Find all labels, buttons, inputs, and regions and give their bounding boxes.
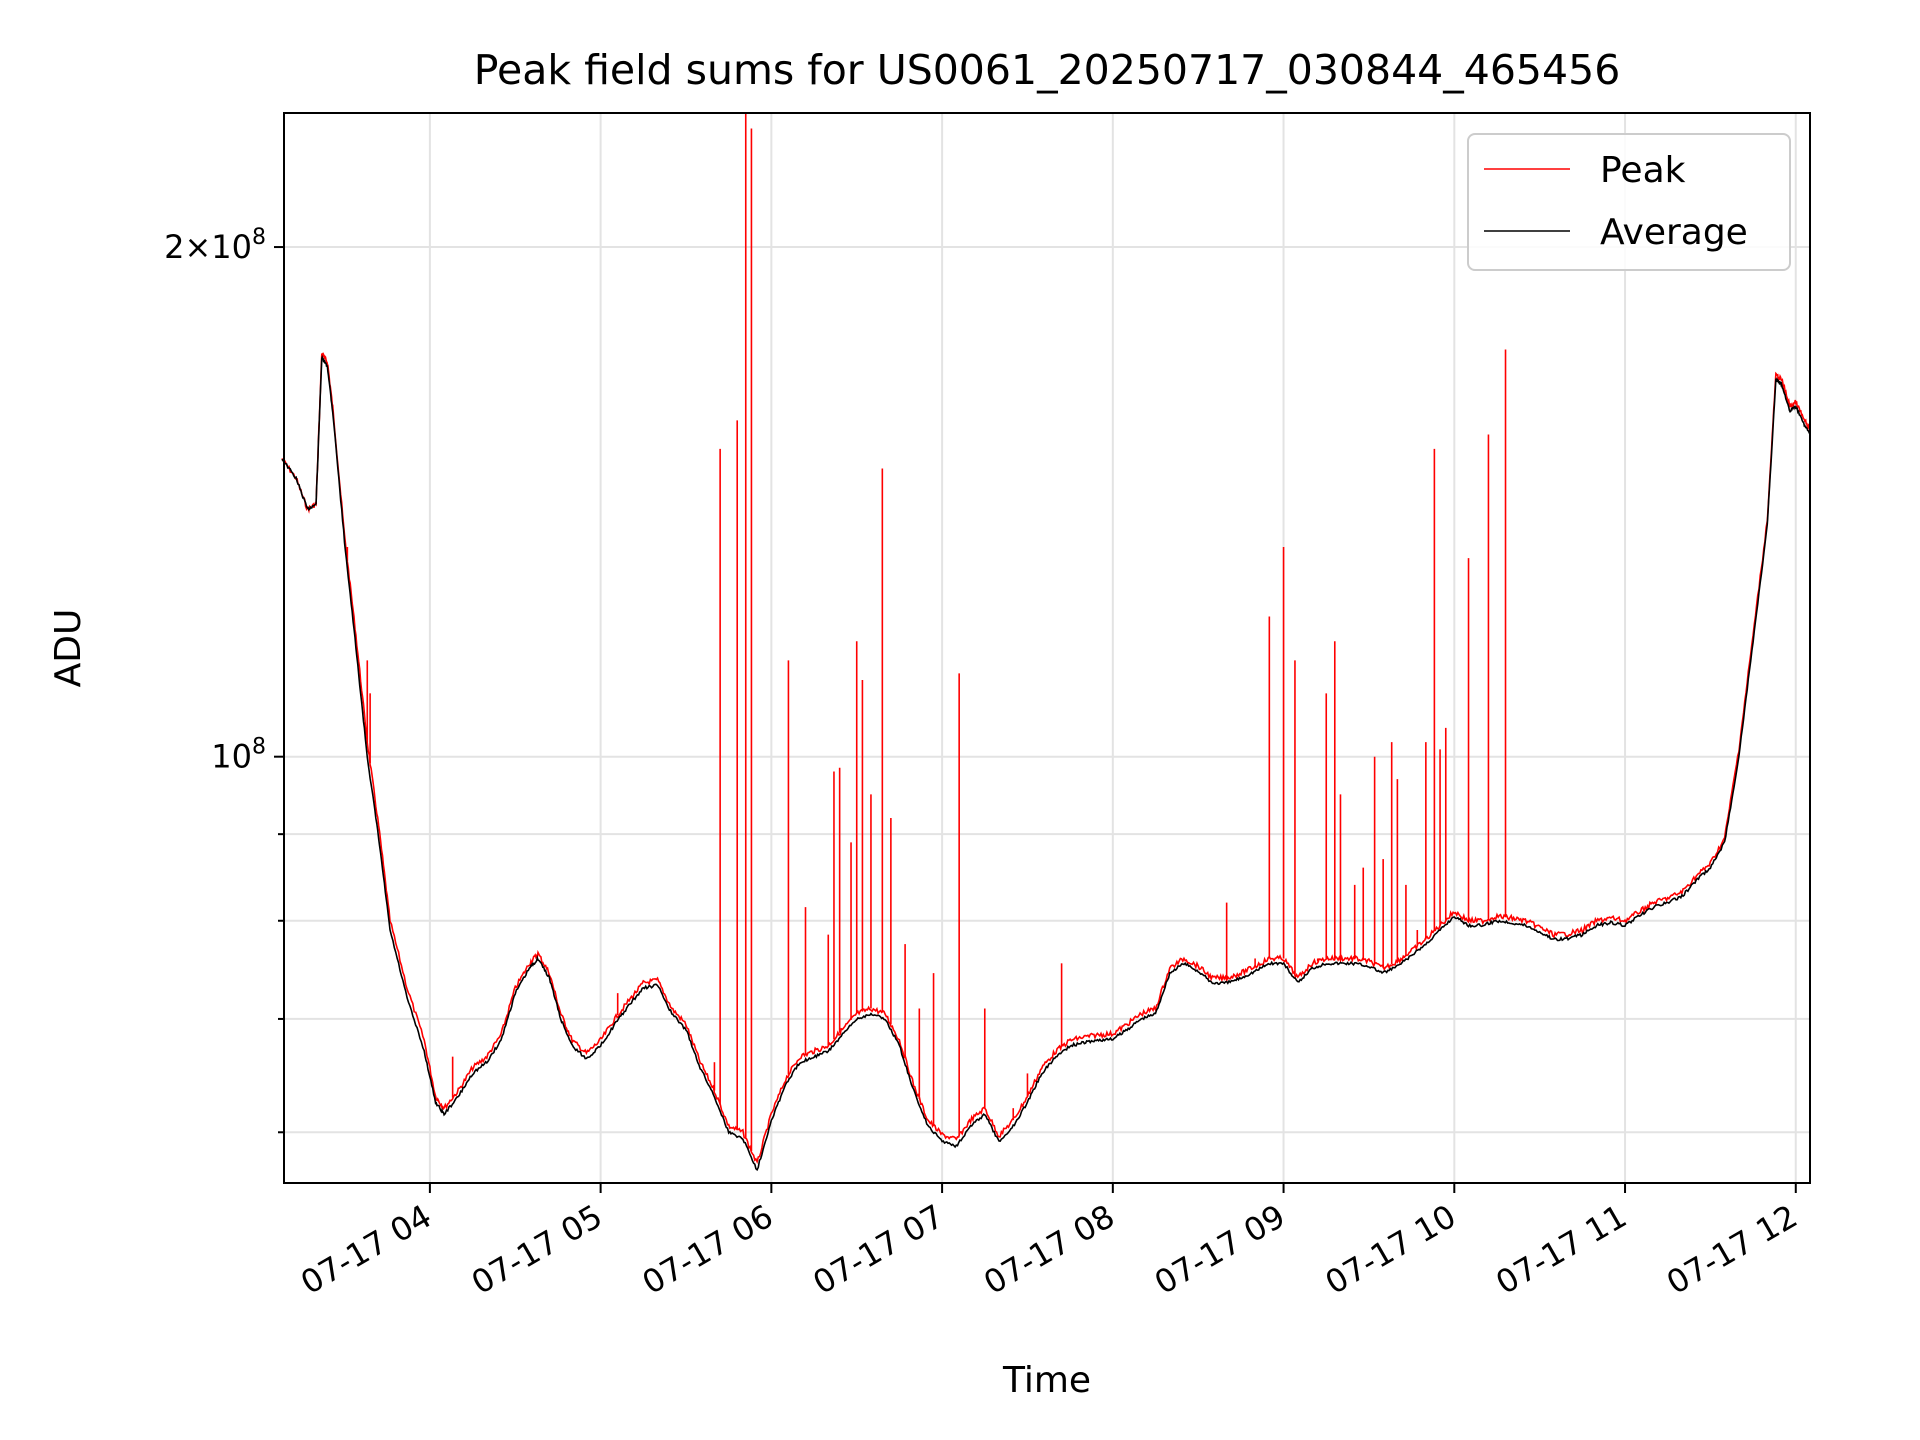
y-axis-ticks: 108 2×108 xyxy=(164,225,284,1134)
legend: Peak Average xyxy=(1467,133,1791,271)
x-tick-label: 07-17 10 xyxy=(1319,1197,1463,1302)
x-axis-ticks: 07-17 04 07-17 05 07-17 06 07-17 07 07-17 08… xyxy=(294,1183,1804,1302)
grid xyxy=(284,113,1810,1183)
y-tick-label: 2×108 xyxy=(164,225,266,266)
plot-lines xyxy=(281,113,1811,1172)
series-line-average xyxy=(281,354,1811,1172)
x-tick-label: 07-17 07 xyxy=(806,1197,950,1302)
x-tick-label: 07-17 11 xyxy=(1489,1197,1633,1302)
x-tick-label: 07-17 09 xyxy=(1148,1197,1292,1302)
x-axis-label: Time xyxy=(1002,1360,1091,1401)
y-tick-label: 108 xyxy=(211,735,266,776)
legend-label-peak: Peak xyxy=(1600,150,1686,191)
y-axis-label: ADU xyxy=(48,609,89,688)
x-tick-label: 07-17 08 xyxy=(977,1197,1121,1302)
legend-label-average: Average xyxy=(1600,212,1748,253)
legend-box xyxy=(1467,133,1791,271)
plot-frame xyxy=(283,112,1811,1184)
x-tick-label: 07-17 04 xyxy=(294,1197,438,1302)
series-line-peak xyxy=(281,352,1811,1165)
chart-title: Peak field sums for US0061_20250717_0308… xyxy=(474,46,1621,94)
x-tick-label: 07-17 12 xyxy=(1660,1197,1804,1302)
series-spikes-peak xyxy=(346,113,1507,1152)
x-tick-label: 07-17 05 xyxy=(465,1197,609,1302)
x-tick-label: 07-17 06 xyxy=(636,1197,780,1302)
